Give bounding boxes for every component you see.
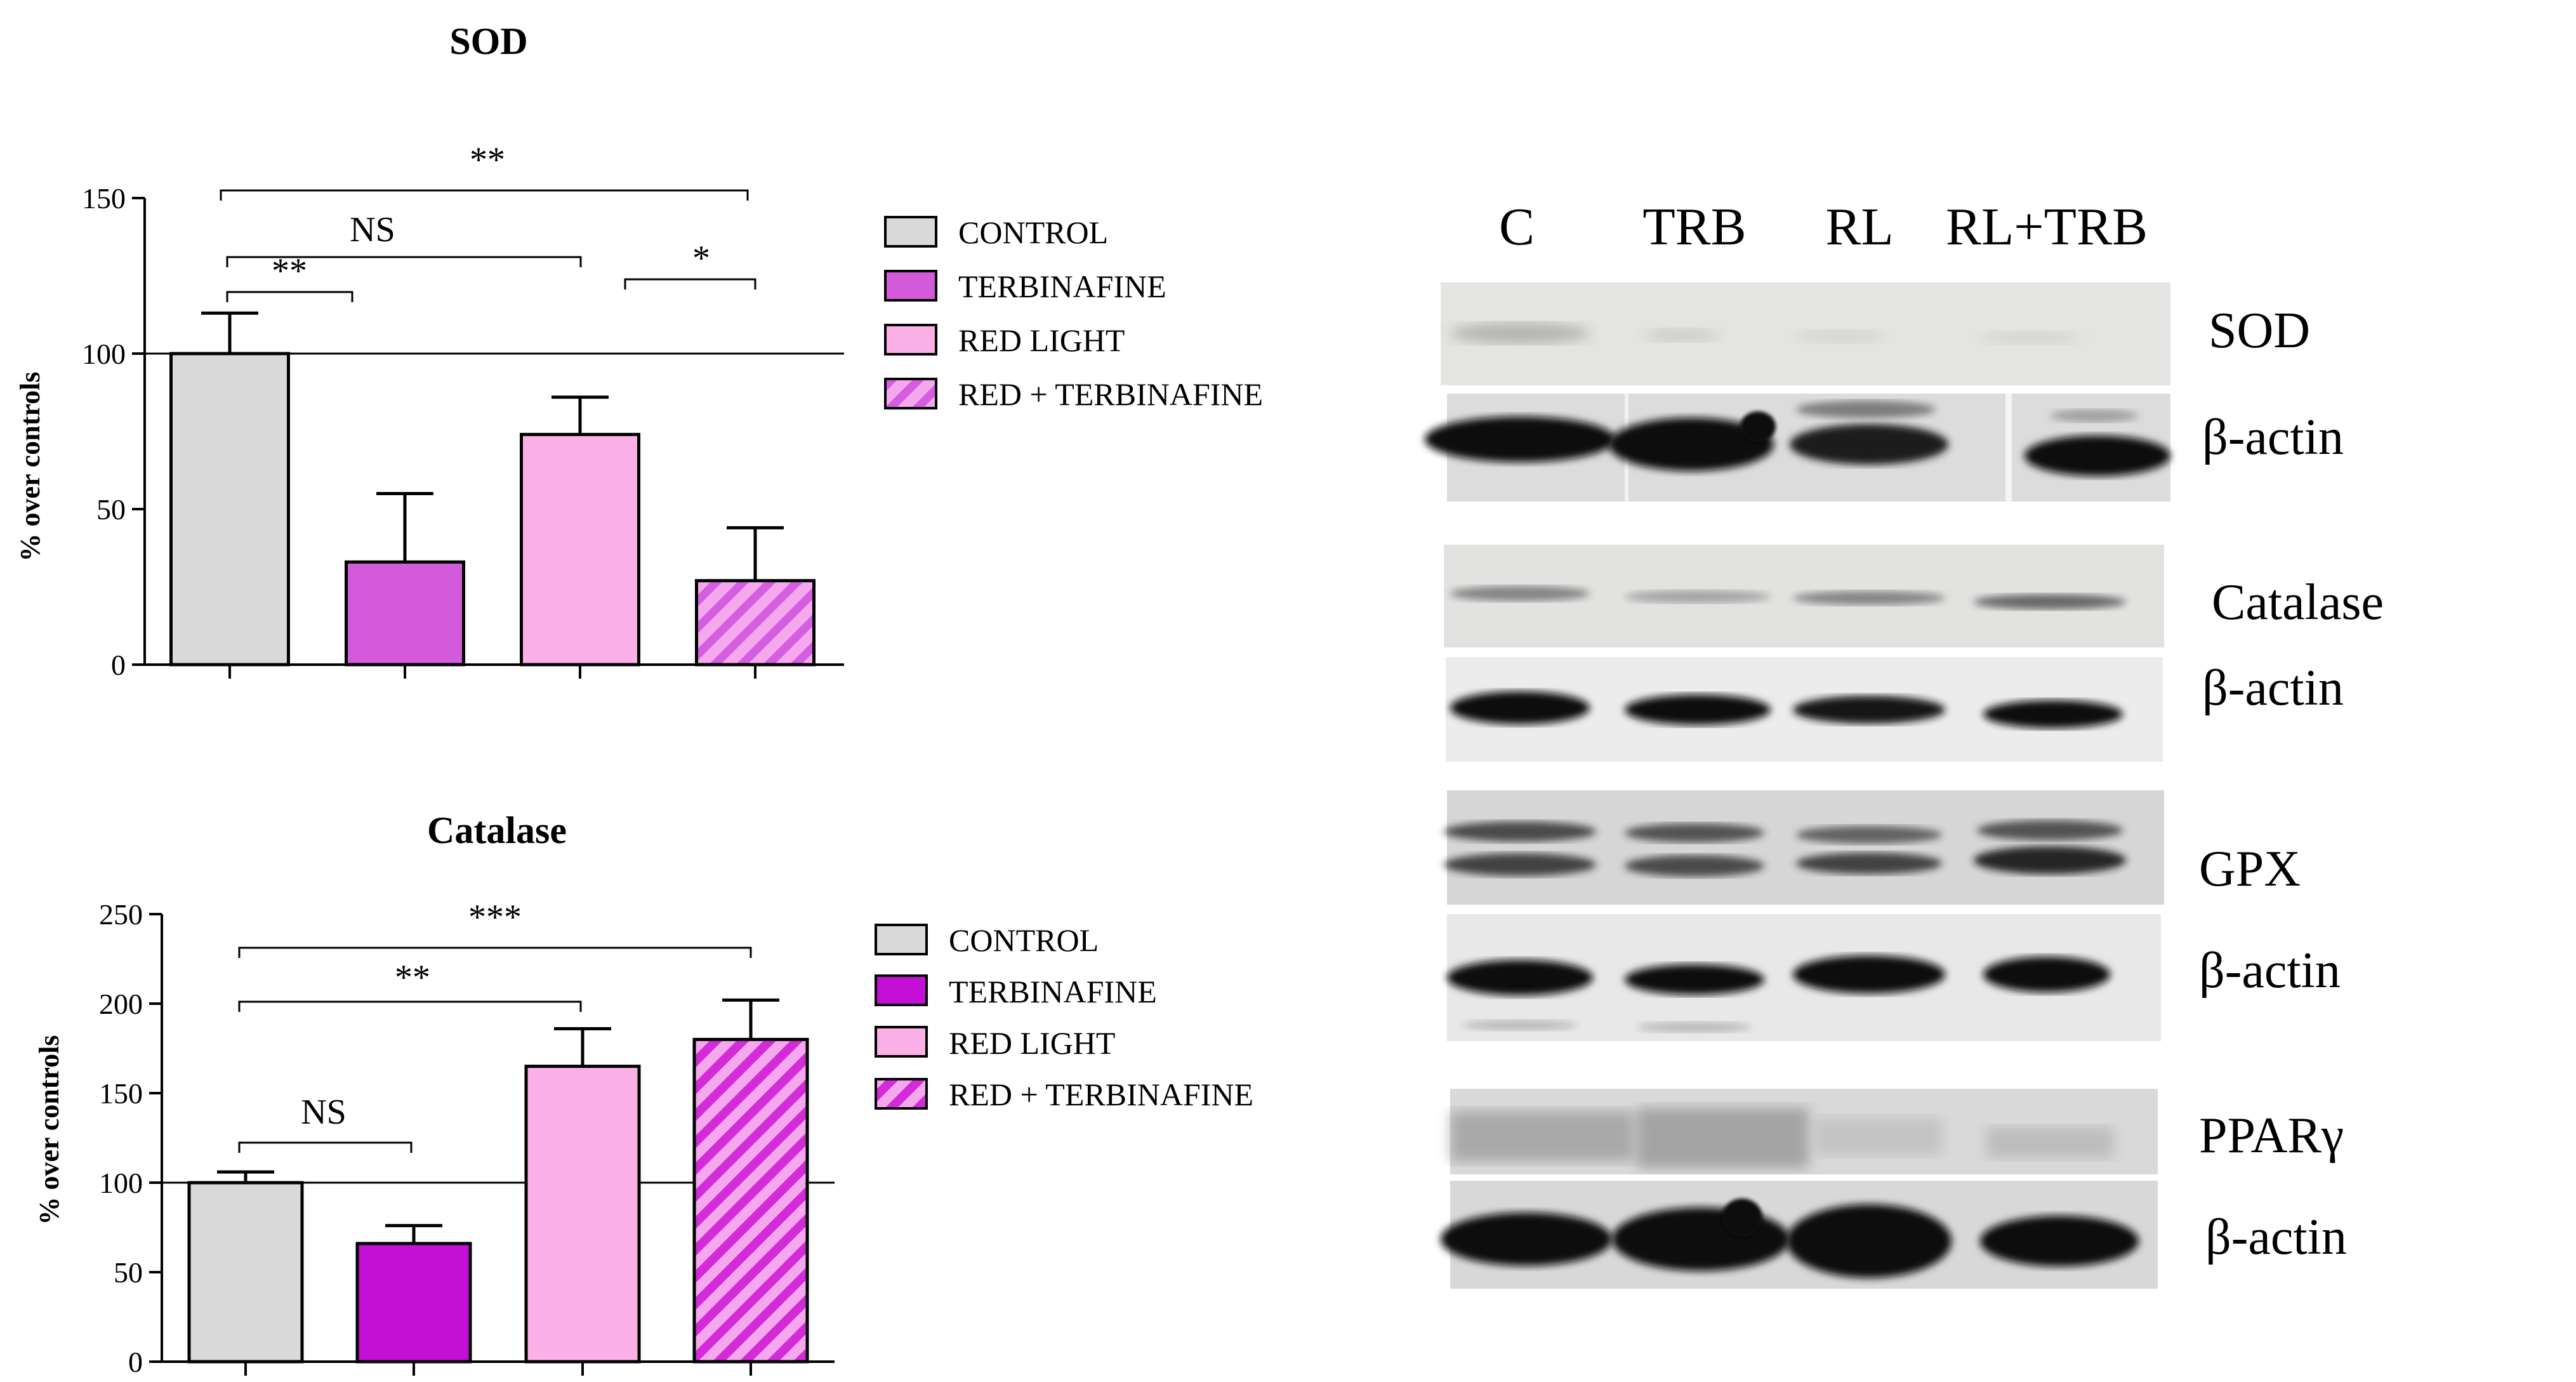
- sod-significance-bracket: [220, 189, 749, 201]
- sod-legend-swatch-red-terbinafine: [884, 378, 937, 409]
- catalase-legend-swatch-red-light: [875, 1026, 928, 1058]
- catalase-legend: CONTROL TERBINAFINE RED LIGHT RED + TERB…: [875, 922, 1253, 1112]
- lane-label-trb: TRB: [1642, 197, 1746, 256]
- catalase-significance-bracket: [238, 1000, 582, 1012]
- catalase-significance-label: **: [395, 958, 430, 997]
- catalase-bar-red-terbinafine: [692, 1037, 809, 1364]
- sod-legend-swatch-red-light: [884, 324, 937, 355]
- sod-significance-bracket: [226, 256, 582, 267]
- sod-legend-label-red-terbinafine: RED + TERBINAFINE: [958, 376, 1263, 412]
- catalase-significance-label: ***: [468, 898, 522, 937]
- blot-strip-sod: [1441, 282, 2170, 385]
- catalase-significance-bracket: [238, 1141, 413, 1153]
- sod-significance-bracket: [226, 291, 353, 302]
- sod-legend-label-control: CONTROL: [958, 215, 1108, 250]
- catalase-chart-title: Catalase: [427, 809, 567, 851]
- catalase-y-tick-label: 250: [99, 898, 143, 931]
- sod-y-tick-label: 0: [111, 649, 126, 681]
- blot-strip-beta-actin-1: [1425, 394, 2170, 502]
- blot-strip-catalase: [1444, 545, 2164, 648]
- catalase-bar-red-light: [524, 1065, 641, 1364]
- sod-legend: CONTROL TERBINAFINE RED LIGHT RED + TERB…: [884, 215, 1263, 412]
- catalase-chart: Catalase % over controls 0 50 100 150 200 250…: [34, 809, 1253, 1378]
- catalase-significance-bracket: [238, 947, 752, 958]
- sod-significance-bracket: [624, 278, 756, 289]
- sod-legend-label-terbinafine: TERBINAFINE: [958, 269, 1166, 304]
- sod-y-tick-label: 150: [82, 182, 126, 215]
- blot-strip-beta-actin-3: [1447, 914, 2161, 1041]
- catalase-legend-label-red-light: RED LIGHT: [949, 1025, 1115, 1061]
- catalase-legend-label-terbinafine: TERBINAFINE: [949, 974, 1157, 1009]
- blot-strip-beta-actin-2: [1446, 657, 2163, 762]
- blot-strip-beta-actin-4: [1441, 1181, 2158, 1289]
- catalase-y-tick-label: 0: [128, 1346, 143, 1378]
- sod-y-tick-label: 100: [82, 338, 126, 370]
- sod-legend-label-red-light: RED LIGHT: [958, 322, 1125, 358]
- western-blot-panel: C TRB RL RL+TRB: [1425, 197, 2384, 1289]
- blot-label-beta-actin-1: β-actin: [2202, 409, 2344, 465]
- sod-y-axis-label: % over controls: [15, 372, 46, 562]
- catalase-bar-control: [187, 1181, 304, 1364]
- sod-legend-swatch-terbinafine: [884, 270, 937, 302]
- catalase-y-tick-label: 150: [99, 1077, 143, 1110]
- blot-label-sod: SOD: [2209, 303, 2310, 359]
- blot-label-beta-actin-4: β-actin: [2205, 1209, 2347, 1265]
- sod-chart-title: SOD: [449, 20, 527, 62]
- sod-significance-label: **: [470, 140, 505, 180]
- catalase-y-axis-label: % over controls: [34, 1035, 65, 1225]
- sod-significance-label: **: [272, 251, 307, 291]
- sod-bar-control: [169, 352, 290, 667]
- sod-significance-label: NS: [350, 210, 395, 249]
- sod-bar-terbinafine: [345, 560, 465, 667]
- blot-label-ppar-gamma: PPARγ: [2199, 1108, 2344, 1164]
- catalase-legend-label-control: CONTROL: [949, 922, 1099, 958]
- catalase-y-tick-label: 100: [99, 1167, 143, 1199]
- catalase-legend-swatch-terbinafine: [875, 974, 928, 1006]
- catalase-y-tick-label: 50: [114, 1256, 143, 1289]
- blot-strip-gpx: [1444, 790, 2164, 905]
- sod-bar-red-terbinafine: [695, 579, 816, 667]
- sod-legend-swatch-control: [884, 216, 937, 248]
- blot-label-gpx: GPX: [2199, 841, 2301, 897]
- catalase-legend-swatch-control: [875, 924, 928, 955]
- lane-label-rl: RL: [1825, 197, 1893, 256]
- catalase-legend-swatch-red-terbinafine: [875, 1078, 928, 1110]
- catalase-y-tick-label: 200: [99, 988, 143, 1020]
- blot-strip-ppar-gamma: [1450, 1089, 2158, 1174]
- blot-label-beta-actin-3: β-actin: [2199, 943, 2341, 999]
- sod-y-tick-label: 50: [96, 493, 126, 526]
- catalase-legend-label-red-terbinafine: RED + TERBINAFINE: [949, 1077, 1253, 1112]
- catalase-bar-terbinafine: [355, 1242, 472, 1364]
- blot-label-beta-actin-2: β-actin: [2202, 660, 2344, 716]
- sod-significance-label: *: [692, 239, 710, 278]
- blot-label-catalase: Catalase: [2212, 575, 2384, 630]
- catalase-significance-label: NS: [301, 1093, 347, 1132]
- lane-label-c: C: [1499, 197, 1535, 256]
- sod-bar-red-light: [520, 432, 640, 667]
- lane-label-rl-trb: RL+TRB: [1946, 197, 2148, 256]
